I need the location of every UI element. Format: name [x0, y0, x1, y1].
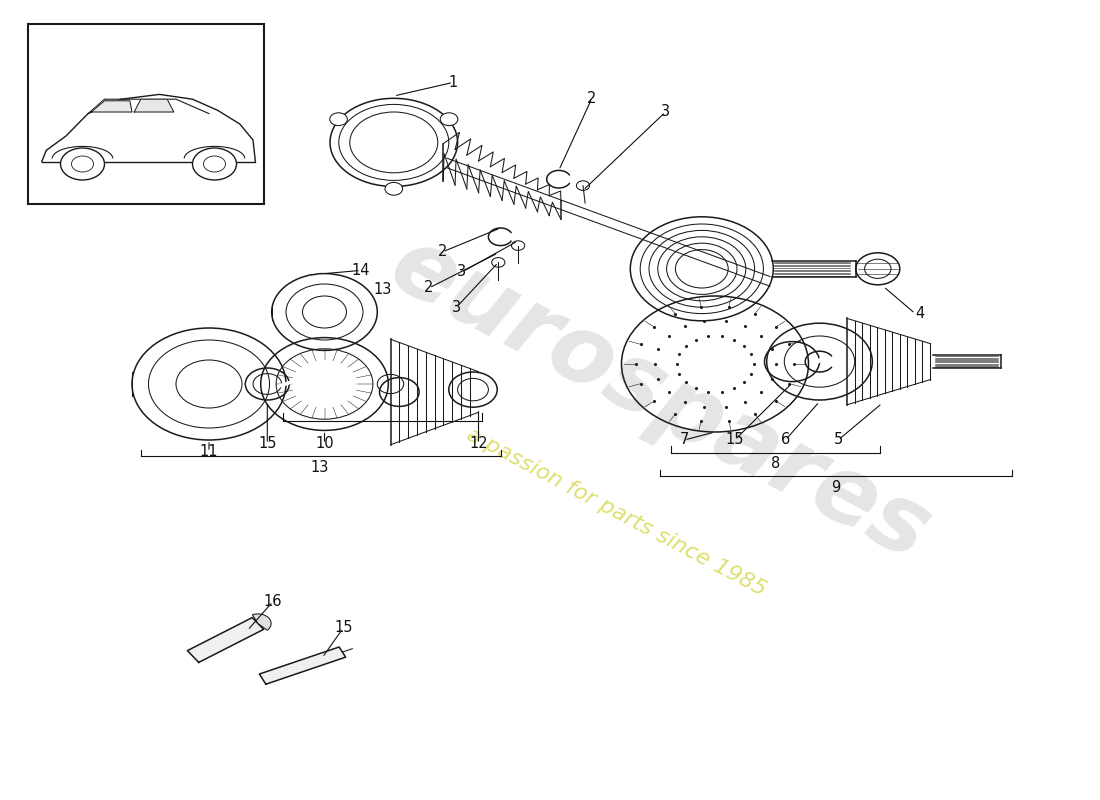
- Circle shape: [330, 113, 348, 126]
- Polygon shape: [187, 618, 264, 662]
- Text: 3: 3: [452, 300, 461, 314]
- Circle shape: [60, 148, 104, 180]
- Text: 16: 16: [264, 594, 282, 609]
- Circle shape: [492, 258, 505, 267]
- Text: 15: 15: [258, 437, 276, 451]
- Polygon shape: [260, 647, 345, 684]
- Text: 1: 1: [449, 75, 458, 90]
- Bar: [28, 24, 264, 204]
- Text: 14: 14: [352, 263, 370, 278]
- Text: 7: 7: [680, 433, 689, 447]
- Text: 6: 6: [781, 433, 790, 447]
- Circle shape: [385, 182, 403, 195]
- Text: 3: 3: [661, 105, 670, 119]
- Text: 2: 2: [425, 281, 433, 295]
- Polygon shape: [91, 101, 132, 112]
- Text: eurospares: eurospares: [375, 219, 945, 581]
- Text: 13: 13: [311, 460, 329, 474]
- Polygon shape: [448, 158, 770, 286]
- Circle shape: [576, 181, 590, 190]
- Text: 3: 3: [458, 265, 466, 279]
- Polygon shape: [134, 99, 174, 112]
- Text: 15: 15: [334, 621, 352, 635]
- Text: 12: 12: [470, 437, 487, 451]
- Text: 10: 10: [316, 437, 333, 451]
- Text: 2: 2: [438, 245, 447, 259]
- Wedge shape: [252, 614, 271, 630]
- Circle shape: [512, 241, 525, 250]
- Circle shape: [192, 148, 236, 180]
- Text: 2: 2: [587, 91, 596, 106]
- Text: 5: 5: [834, 433, 843, 447]
- Text: 4: 4: [915, 306, 924, 321]
- Text: 13: 13: [374, 282, 392, 297]
- Text: 11: 11: [200, 445, 218, 459]
- Text: a passion for parts since 1985: a passion for parts since 1985: [463, 424, 769, 600]
- Text: 15: 15: [726, 433, 744, 447]
- Text: 8: 8: [771, 457, 780, 471]
- Circle shape: [440, 113, 458, 126]
- Text: 9: 9: [832, 481, 840, 495]
